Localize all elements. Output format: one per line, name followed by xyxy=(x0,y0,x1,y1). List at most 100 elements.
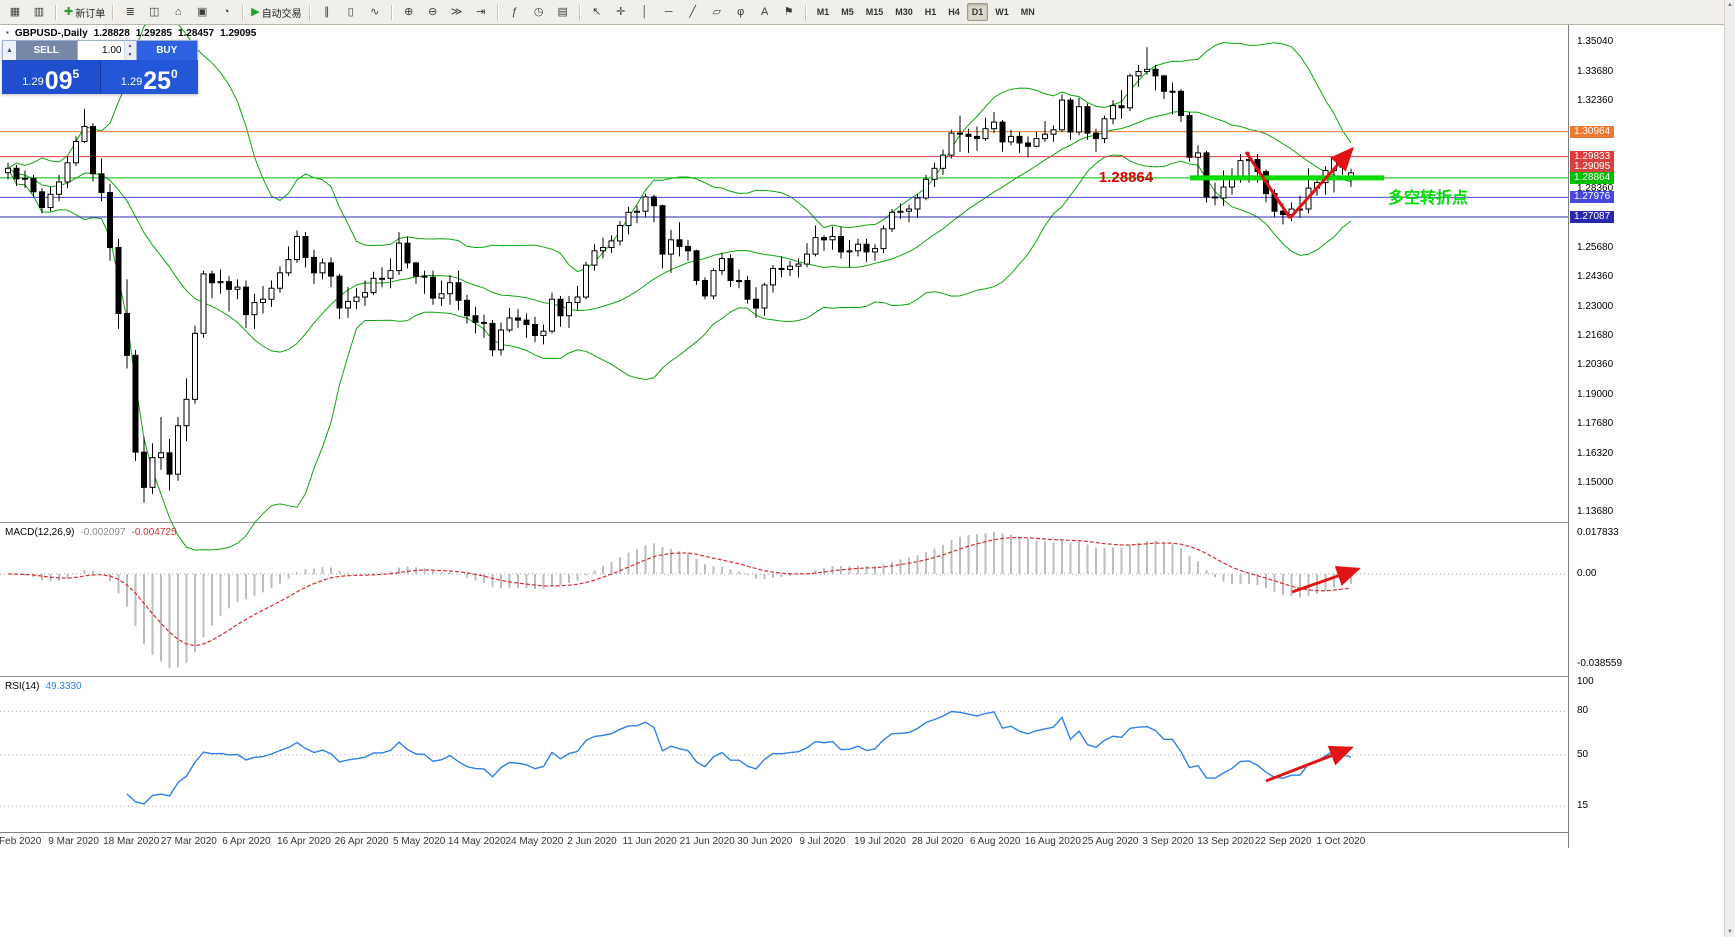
vertical-scrollbar[interactable]: ▲ ▼ xyxy=(1724,0,1735,937)
support-green-label: 1.28864 xyxy=(1570,171,1615,184)
date-label: 22 Sep 2020 xyxy=(1254,836,1312,847)
chart-shift-button[interactable]: ⇥ xyxy=(469,2,493,22)
date-label: 6 Apr 2020 xyxy=(222,836,271,847)
trend-arrow-1[interactable] xyxy=(1244,151,1292,219)
scroll-down-icon[interactable]: ▼ xyxy=(1727,929,1733,935)
new-chart-button[interactable]: ▦ xyxy=(3,2,27,22)
rsi-line xyxy=(126,710,1352,805)
price-annotation-text[interactable]: 1.28864 xyxy=(1099,169,1154,186)
text-button[interactable]: A xyxy=(753,2,777,22)
timeframe-m5-button[interactable]: M5 xyxy=(841,7,854,17)
price-tick: 1.20360 xyxy=(1577,359,1614,370)
date-label: 9 Mar 2020 xyxy=(48,836,99,847)
templates-button[interactable]: ▤ xyxy=(551,2,575,22)
pivot-annotation-text[interactable]: 多空转折点 xyxy=(1388,188,1468,207)
channel-button[interactable]: ▱ xyxy=(705,2,729,22)
toolbar-separator xyxy=(55,4,57,20)
timeframe-h4-button[interactable]: H4 xyxy=(948,7,960,17)
candles xyxy=(5,47,1354,503)
new-chart-icon: ▦ xyxy=(9,5,21,18)
main-toolbar: ▦ ▥ ✚ 新订单 ≣ ◫ ⌂ ▣ ◔ ▶ 自动交易 ∥ ▯ ∿ ⊕ ⊖ ≫ ⇥ ƒ ◷ ▤ ↖ ✛ │ ─ ╱ ▱ φ A ⚑ M1 M5 M… xyxy=(0,0,1735,25)
scroll-up-icon[interactable]: ▲ xyxy=(1727,2,1733,8)
price-tick: 1.17680 xyxy=(1577,417,1614,429)
strategy-tester-icon: ◔ xyxy=(222,5,230,18)
one-click-trading-panel: ▲ SELL ▲ ▼ BUY 1.29 09 5 1.29 25 0 xyxy=(2,40,198,94)
date-label: 16 Apr 2020 xyxy=(277,836,331,847)
date-label: 26 Apr 2020 xyxy=(334,836,389,847)
sell-button[interactable]: SELL xyxy=(16,41,77,60)
horizontal-line-button[interactable]: ─ xyxy=(657,2,681,22)
trendline-button[interactable]: ╱ xyxy=(681,2,705,22)
autotrading-icon: ▶ xyxy=(251,5,260,18)
volume-input[interactable] xyxy=(77,41,124,60)
date-label: 1 Oct 2020 xyxy=(1316,836,1366,847)
autotrading-button[interactable]: ▶ 自动交易 xyxy=(248,2,304,22)
symbol-header: ▪ GBPUSD-,Daily 1.28828 1.29285 1.28457 … xyxy=(6,28,256,39)
ohlc-close: 1.29095 xyxy=(220,28,257,39)
new-order-button[interactable]: ✚ 新订单 xyxy=(61,2,108,22)
bar-chart-button[interactable]: ∥ xyxy=(315,2,339,22)
terminal-icon: ▣ xyxy=(197,5,208,18)
vertical-line-button[interactable]: │ xyxy=(633,2,657,22)
macd-signal-value: -0.004725 xyxy=(131,527,177,538)
crosshair-icon: ✛ xyxy=(616,5,626,18)
cursor-button[interactable]: ↖ xyxy=(585,2,609,22)
zoom-out-button[interactable]: ⊖ xyxy=(421,2,445,22)
sell-price-button[interactable]: 1.29 09 5 xyxy=(2,60,101,94)
indicators-button[interactable]: ƒ xyxy=(503,2,527,22)
trend-arrow-2[interactable] xyxy=(1288,146,1355,220)
timeframe-m30-button[interactable]: M30 xyxy=(895,7,913,17)
rsi-trend-arrow[interactable] xyxy=(1265,745,1354,783)
strategy-tester-button[interactable]: ◔ xyxy=(214,2,238,22)
line-chart-button[interactable]: ∿ xyxy=(363,2,387,22)
buy-price-button[interactable]: 1.29 25 0 xyxy=(100,60,198,94)
crosshair-button[interactable]: ✛ xyxy=(609,2,633,22)
buy-price-prefix: 1.29 xyxy=(120,76,143,88)
volume-up-button[interactable]: ▲ xyxy=(124,41,136,51)
templates-icon: ▤ xyxy=(557,5,568,18)
date-label: 11 Jun 2020 xyxy=(622,836,677,847)
periods-button[interactable]: ◷ xyxy=(527,2,551,22)
timeframe-m1-button[interactable]: M1 xyxy=(816,7,830,17)
toolbar-separator xyxy=(578,4,581,20)
timeframe-h1-button[interactable]: H1 xyxy=(924,7,937,17)
chart-profiles-button[interactable]: ▥ xyxy=(27,2,51,22)
fibonacci-button[interactable]: φ xyxy=(729,2,753,22)
price-tick: 1.28360 xyxy=(1577,182,1614,194)
data-window-button[interactable]: ◫ xyxy=(142,2,166,22)
price-tick: 1.25680 xyxy=(1577,241,1614,253)
horizontal-line-icon: ─ xyxy=(664,5,673,18)
auto-scroll-icon: ≫ xyxy=(450,5,463,18)
macd-trend-arrow[interactable] xyxy=(1291,565,1361,594)
navigator-button[interactable]: ⌂ xyxy=(166,2,190,22)
zoom-out-icon: ⊖ xyxy=(428,5,438,18)
toolbar-separator xyxy=(804,4,807,20)
price-tick: 1.32360 xyxy=(1577,94,1614,106)
collapse-trading-panel-button[interactable]: ▲ xyxy=(6,47,13,54)
rsi-axis-15: 15 xyxy=(1577,800,1589,812)
auto-scroll-button[interactable]: ≫ xyxy=(445,2,469,22)
label-button[interactable]: ⚑ xyxy=(777,2,801,22)
price-tick: 1.23000 xyxy=(1577,300,1614,312)
timeframe-d1-button[interactable]: D1 xyxy=(966,3,989,21)
price-tick: 1.21680 xyxy=(1577,329,1614,341)
buy-button[interactable]: BUY xyxy=(136,41,197,60)
toolbar-separator xyxy=(242,4,245,20)
timeframe-m15-button[interactable]: M15 xyxy=(865,7,884,17)
zoom-in-button[interactable]: ⊕ xyxy=(397,2,421,22)
candlestick-chart-button[interactable]: ▯ xyxy=(339,2,363,22)
chart-canvas[interactable]: 1.28864 多空转折点 xyxy=(0,0,1568,848)
market-watch-icon: ≣ xyxy=(125,5,135,18)
price-tick: 1.35040 xyxy=(1577,36,1614,47)
rsi-label: RSI(14) 49.3330 xyxy=(5,681,82,692)
market-watch-button[interactable]: ≣ xyxy=(118,2,142,22)
timeframe-w1-button[interactable]: W1 xyxy=(995,7,1009,17)
autotrading-button-label: 自动交易 xyxy=(261,8,302,20)
volume-down-button[interactable]: ▼ xyxy=(124,50,136,60)
buy-price-sup: 0 xyxy=(171,67,178,81)
rsi-axis-100: 100 xyxy=(1577,676,1594,687)
date-label: 24 May 2020 xyxy=(505,836,564,847)
timeframe-mn-button[interactable]: MN xyxy=(1020,7,1035,17)
terminal-button[interactable]: ▣ xyxy=(190,2,214,22)
